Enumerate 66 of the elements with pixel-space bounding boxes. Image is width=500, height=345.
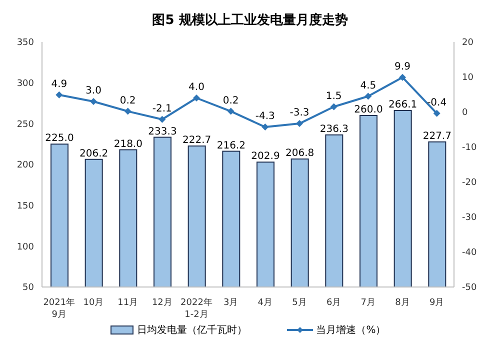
x-tick-label: 2021年 9月: [43, 297, 76, 320]
x-tick-label: 11月: [118, 298, 138, 308]
data-label: 216.2: [216, 140, 246, 152]
x-tick-label: 4月: [258, 298, 273, 308]
data-label: -4.3: [255, 111, 275, 122]
data-label: 3.0: [86, 86, 102, 96]
point: [433, 110, 440, 117]
data-label: 266.1: [388, 100, 418, 111]
y2-tick-label: -10: [462, 143, 477, 154]
x-tick-label: 9月: [429, 298, 444, 308]
data-label: 206.8: [286, 148, 314, 159]
y-tick-label: 300: [16, 79, 34, 90]
data-label: 222.7: [182, 134, 212, 146]
data-label: 0.2: [120, 95, 136, 106]
y2-tick-label: -20: [462, 178, 477, 188]
point: [124, 108, 132, 115]
point: [158, 116, 166, 123]
data-label: 260.0: [354, 104, 383, 116]
y-tick-label: 50: [22, 283, 34, 294]
data-label: 4.5: [360, 80, 376, 92]
x-tick-label: 2022年 1-2月: [180, 297, 212, 320]
data-label: 227.7: [422, 130, 452, 142]
data-label: 1.5: [326, 90, 342, 102]
point: [399, 74, 406, 81]
data-label: 233.3: [148, 126, 177, 138]
point: [330, 103, 338, 110]
data-label: 0.2: [222, 95, 239, 106]
point: [90, 98, 97, 105]
data-label: -2.1: [152, 103, 172, 114]
data-label: 4.0: [188, 82, 204, 93]
point: [262, 124, 269, 131]
x-tick-label: 7月: [360, 298, 376, 308]
x-tick-label: 3月: [223, 298, 238, 308]
data-label: 236.3: [320, 124, 348, 135]
data-label: 206.2: [80, 148, 108, 160]
y-tick-label: 250: [16, 120, 34, 130]
x-tick-label: 12月: [152, 298, 172, 308]
y2-tick-label: -50: [462, 283, 477, 294]
data-label: 218.0: [114, 138, 142, 150]
x-tick-label: 10月: [83, 298, 104, 308]
y-tick-label: 200: [16, 160, 34, 171]
point: [56, 91, 63, 98]
point: [296, 120, 303, 128]
point: [193, 94, 200, 102]
x-tick-label: 6月: [326, 298, 342, 308]
y2-tick-label: 10: [462, 73, 474, 84]
data-label: 9.9: [394, 61, 410, 72]
data-label: -3.3: [290, 108, 310, 119]
data-label: 202.9: [251, 151, 280, 162]
x-tick-label: 8月: [395, 298, 410, 308]
x-tick-label: 5月: [292, 298, 307, 308]
y-tick-label: 100: [16, 242, 34, 252]
y2-tick-label: 20: [462, 38, 474, 48]
y-tick-label: 150: [16, 202, 34, 212]
point: [227, 108, 234, 115]
data-label: 4.9: [51, 78, 68, 90]
data-label: -0.4: [427, 97, 447, 108]
legend-label: 日均发电量（亿千瓦时）: [137, 324, 248, 337]
data-label: 225.0: [45, 133, 74, 144]
y2-tick-label: -40: [462, 248, 477, 258]
y2-tick-label: 0: [462, 108, 468, 118]
y-tick-label: 350: [16, 38, 34, 48]
point: [364, 92, 372, 100]
y2-tick-label: -30: [462, 213, 477, 224]
legend-label: 当月增速（%）: [316, 324, 386, 337]
chart-title: 图5 规模以上工业发电量月度走势: [151, 12, 349, 30]
